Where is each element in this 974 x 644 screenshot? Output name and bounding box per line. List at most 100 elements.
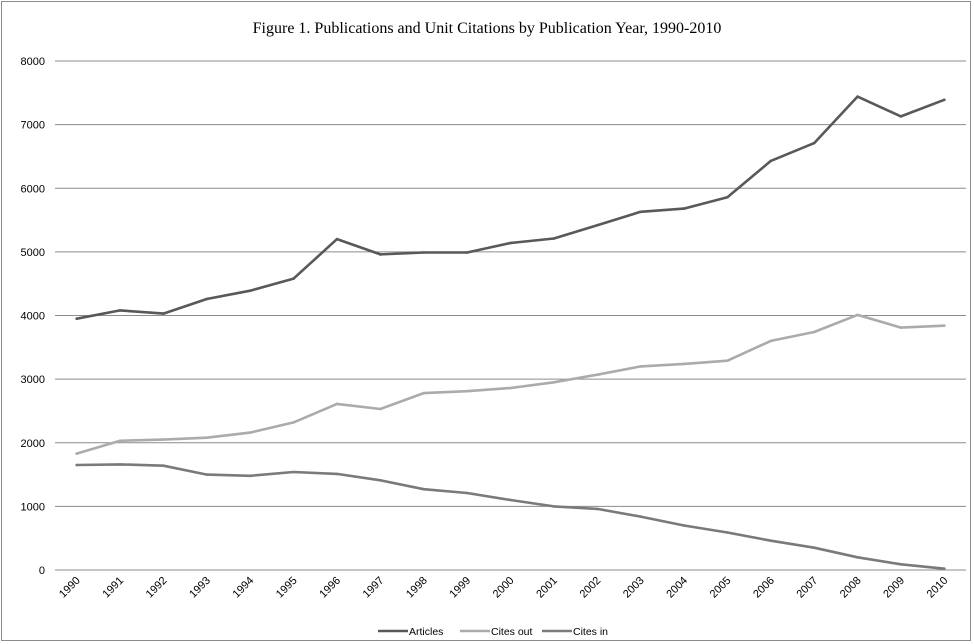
x-tick-label: 2002	[578, 575, 604, 601]
data-point	[248, 289, 252, 292]
data-point	[465, 251, 469, 254]
x-tick-label: 1992	[144, 575, 170, 601]
data-point	[639, 365, 642, 368]
y-tick-label: 6000	[21, 183, 45, 195]
data-point	[682, 524, 686, 527]
legend: Articles Cites out Cites in	[378, 626, 608, 638]
data-point	[75, 463, 78, 467]
data-point	[205, 436, 209, 439]
y-tick-label: 1000	[21, 501, 45, 513]
data-point	[465, 389, 469, 393]
y-tick-label: 4000	[21, 311, 45, 323]
data-point	[639, 210, 642, 214]
data-point	[335, 402, 339, 406]
x-tick-label: 2006	[751, 575, 777, 601]
data-point	[162, 312, 165, 315]
data-point	[118, 439, 122, 443]
data-point	[552, 381, 556, 384]
data-point	[292, 421, 295, 424]
x-tick-label: 1996	[317, 575, 343, 601]
data-point	[292, 277, 295, 280]
data-point	[509, 241, 512, 245]
data-point	[422, 251, 426, 254]
data-point	[856, 555, 859, 559]
x-tick-label: 2005	[708, 575, 734, 601]
data-point	[899, 562, 903, 566]
data-point	[422, 391, 426, 395]
y-tick-label: 0	[39, 565, 45, 577]
x-tick-label: 2000	[491, 575, 517, 601]
data-point	[812, 330, 816, 334]
data-point	[639, 515, 642, 518]
data-point	[335, 237, 339, 241]
y-tick-label: 2000	[21, 438, 45, 450]
y-tick-label: 3000	[21, 374, 45, 386]
y-axis-ticks: 0 1000 2000 3000 4000 5000 6000 7000 8000	[21, 56, 45, 577]
data-point	[856, 313, 859, 317]
data-point	[943, 324, 946, 327]
data-point	[552, 505, 556, 508]
data-point	[118, 463, 122, 466]
x-axis-ticks: 1990 1991 1992 1993 1994 1995 1996 1997 1998 1999…	[57, 575, 950, 601]
x-tick-label: 2004	[664, 575, 690, 601]
x-tick-label: 2010	[925, 575, 951, 601]
legend-label: Cites out	[491, 626, 533, 638]
series-line-cites-in	[75, 463, 946, 571]
data-point	[248, 474, 252, 478]
data-point	[769, 339, 773, 343]
x-tick-label: 1997	[361, 575, 387, 601]
x-tick-label: 2009	[881, 575, 907, 601]
data-point	[943, 98, 946, 102]
data-point	[726, 195, 729, 199]
x-tick-label: 1994	[231, 575, 257, 601]
data-point	[162, 464, 165, 467]
x-tick-label: 1993	[187, 575, 213, 601]
data-point	[726, 359, 729, 362]
data-point	[75, 317, 78, 320]
data-point	[205, 473, 209, 476]
x-tick-label: 1999	[447, 575, 473, 601]
data-point	[856, 95, 859, 98]
data-point	[552, 237, 556, 240]
data-point	[769, 539, 773, 543]
x-tick-label: 1990	[57, 575, 83, 601]
x-tick-label: 1991	[100, 575, 126, 601]
x-tick-label: 1995	[274, 575, 300, 601]
grid-lines	[55, 60, 966, 571]
data-point	[595, 223, 599, 227]
data-point	[509, 498, 512, 502]
data-point	[118, 309, 122, 312]
data-point	[379, 253, 382, 256]
legend-label: Cites in	[573, 626, 608, 638]
chart-title: Figure 1. Publications and Unit Citation…	[252, 20, 722, 37]
series-lines	[75, 95, 946, 571]
data-point	[595, 373, 599, 376]
x-tick-label: 2008	[838, 575, 864, 601]
data-point	[812, 141, 816, 145]
x-tick-label: 1998	[404, 575, 430, 601]
x-tick-label: 2007	[794, 575, 820, 601]
data-point	[899, 115, 903, 118]
data-point	[769, 159, 773, 163]
data-point	[205, 297, 209, 301]
data-point	[595, 507, 599, 511]
data-point	[379, 407, 382, 411]
data-point	[379, 478, 382, 482]
x-tick-label: 2003	[621, 575, 647, 601]
data-point	[248, 431, 252, 434]
data-point	[812, 546, 816, 550]
data-point	[509, 386, 512, 390]
data-point	[162, 438, 165, 441]
y-tick-label: 8000	[21, 56, 45, 68]
series-line-cites-out	[75, 313, 946, 455]
data-point	[422, 487, 426, 491]
y-tick-label: 5000	[21, 247, 45, 259]
data-point	[292, 470, 295, 474]
data-point	[75, 452, 78, 455]
data-point	[465, 491, 469, 495]
data-point	[726, 531, 729, 534]
data-point	[682, 362, 686, 366]
legend-label: Articles	[409, 626, 443, 638]
